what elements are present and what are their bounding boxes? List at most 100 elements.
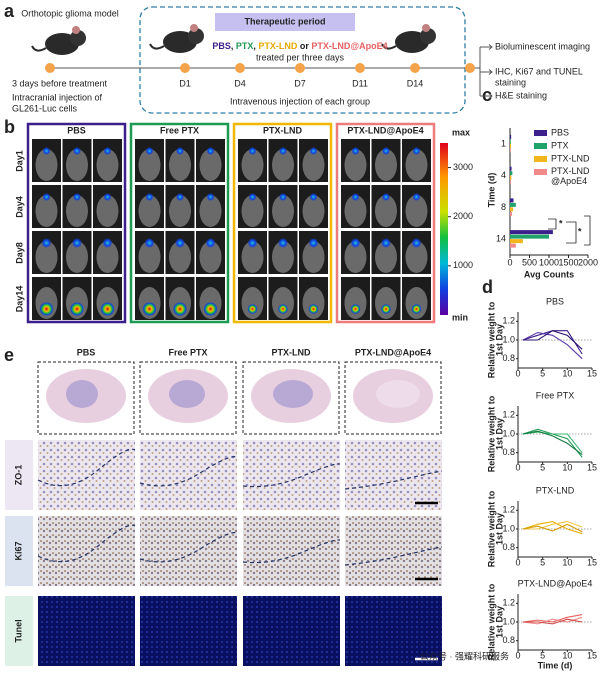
- label: staining: [495, 77, 526, 87]
- label: treated per three days: [256, 52, 345, 62]
- mouse-ear: [72, 26, 80, 34]
- label: max: [452, 127, 470, 137]
- mouse-silhouette: [138, 195, 161, 227]
- mouse-silhouette: [272, 195, 294, 227]
- label: 5: [540, 368, 545, 378]
- label: 5: [540, 557, 545, 567]
- label: 0.8: [502, 635, 515, 645]
- mouse-head: [188, 28, 204, 44]
- signal: [176, 147, 184, 155]
- label: Free PTX: [536, 390, 575, 400]
- signal: [411, 238, 422, 248]
- signal: [206, 193, 215, 201]
- group-name: ,: [253, 41, 258, 51]
- label: c: [482, 85, 492, 105]
- signal: [175, 238, 185, 248]
- bar: [510, 175, 512, 180]
- signal: [350, 304, 361, 314]
- signal: [381, 304, 391, 314]
- mouse-silhouette: [405, 149, 428, 181]
- timeline-dot: [180, 63, 190, 73]
- bar: [510, 234, 549, 239]
- mouse-silhouette: [241, 287, 264, 319]
- label: 1000: [453, 260, 473, 270]
- micrograph: [243, 440, 340, 510]
- signal: [205, 238, 216, 248]
- signal: [279, 147, 287, 155]
- label: D4: [234, 78, 246, 88]
- label: D7: [294, 78, 306, 88]
- label: PTX-LND: [536, 485, 575, 495]
- group-name: PTX-LND@ApoE4: [311, 41, 387, 51]
- bar: [510, 239, 523, 244]
- label: 10: [562, 557, 572, 567]
- label: 3000: [453, 162, 473, 172]
- bar: [510, 148, 511, 153]
- legend-swatch: [534, 143, 547, 149]
- label: Orthotopic glioma model: [21, 8, 119, 18]
- mouse-silhouette: [302, 149, 325, 181]
- legend-swatch: [534, 169, 547, 175]
- signal: [382, 193, 390, 201]
- signal: [351, 147, 360, 155]
- legend-swatch: [534, 130, 547, 136]
- label: 0: [515, 368, 520, 378]
- signal: [412, 147, 421, 155]
- micrograph: [345, 440, 442, 510]
- label: Relative weight to: [486, 583, 496, 660]
- legend-swatch: [534, 156, 547, 162]
- label: PBS: [67, 125, 86, 135]
- mouse-silhouette: [66, 149, 88, 181]
- label: 0: [515, 557, 520, 567]
- signal: [381, 238, 391, 248]
- signal: [73, 193, 81, 201]
- label: Relative weight to: [486, 301, 496, 378]
- signal: [351, 193, 360, 201]
- weight-line: [522, 431, 583, 454]
- he-tumor: [376, 380, 420, 408]
- label: 1000: [539, 257, 559, 267]
- mouse-silhouette: [169, 149, 191, 181]
- arrow: [480, 93, 493, 99]
- signal: [308, 304, 319, 314]
- mouse-silhouette: [35, 195, 58, 227]
- signal: [70, 302, 84, 316]
- label: Tunel: [13, 619, 23, 642]
- signal: [412, 193, 421, 201]
- weight-line: [522, 520, 583, 530]
- mouse-silhouette: [199, 149, 222, 181]
- group-name: PTX-LND: [258, 41, 297, 51]
- label: 1.0: [502, 523, 515, 533]
- timeline-dot: [45, 63, 55, 73]
- label: 1500: [558, 257, 578, 267]
- label: 4: [501, 170, 506, 180]
- signal: [278, 304, 288, 314]
- weight-line: [522, 430, 583, 455]
- label: b: [4, 117, 15, 137]
- mouse-silhouette: [344, 241, 367, 273]
- label: GL261-Luc cells: [12, 103, 78, 113]
- signal: [144, 238, 155, 248]
- bar: [510, 143, 511, 148]
- signal: [103, 147, 112, 155]
- signal: [73, 147, 81, 155]
- signal: [42, 147, 51, 155]
- micrograph: [140, 440, 237, 510]
- legend-label: PTX: [551, 140, 569, 150]
- legend-label: PTX-LND: [551, 153, 590, 163]
- stain-label-box: [5, 440, 33, 510]
- label: 1st Day: [494, 606, 504, 638]
- label: PTX-LND: [263, 125, 302, 135]
- label: a: [4, 1, 15, 21]
- mouse-silhouette: [375, 287, 397, 319]
- period-frame: [139, 6, 466, 114]
- mouse-silhouette: [272, 287, 294, 319]
- label: Free PTX: [168, 347, 207, 357]
- signal: [173, 302, 187, 316]
- boundary: [139, 455, 238, 487]
- signal: [279, 193, 287, 201]
- boundary: [242, 463, 341, 488]
- timeline-dot: [235, 63, 245, 73]
- label: D11: [352, 78, 368, 88]
